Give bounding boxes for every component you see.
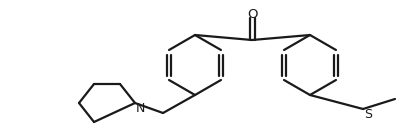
Text: N: N [136, 102, 145, 115]
Text: O: O [247, 8, 257, 21]
Text: S: S [364, 108, 372, 121]
